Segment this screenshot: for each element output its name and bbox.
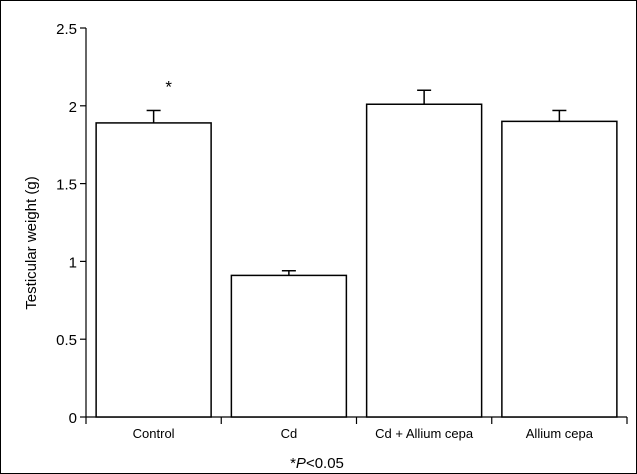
y-tick-label: 1 xyxy=(69,254,77,271)
y-axis-label: Testicular weight (g) xyxy=(23,176,40,309)
footnote-p-symbol: P xyxy=(296,455,306,472)
x-axis: Control Cd Cd + Allium cepa Allium cepa xyxy=(85,416,628,441)
y-axis: 0 0.5 1 1.5 2 2.5 xyxy=(56,21,87,427)
y-tick-label: 2 xyxy=(69,99,77,116)
bars: * xyxy=(95,77,618,418)
bar xyxy=(365,103,483,418)
footnote-threshold: <0.05 xyxy=(306,455,344,472)
significance-marker: * xyxy=(165,77,172,96)
y-tick-label: 1.5 xyxy=(56,177,77,194)
y-tick-label: 0.5 xyxy=(56,332,77,349)
footnote: *P<0.05 xyxy=(290,455,344,472)
x-tick-label: Cd + Allium cepa xyxy=(375,426,474,441)
y-tick-label: 2.5 xyxy=(56,21,77,38)
x-tick-label: Control xyxy=(133,426,175,441)
x-tick-label: Allium cepa xyxy=(526,426,594,441)
x-tick-label: Cd xyxy=(281,426,298,441)
y-tick-label: 0 xyxy=(69,410,77,427)
footnote-star: * xyxy=(290,455,296,472)
bar xyxy=(501,120,618,418)
bar xyxy=(230,274,348,418)
bar xyxy=(95,122,212,418)
